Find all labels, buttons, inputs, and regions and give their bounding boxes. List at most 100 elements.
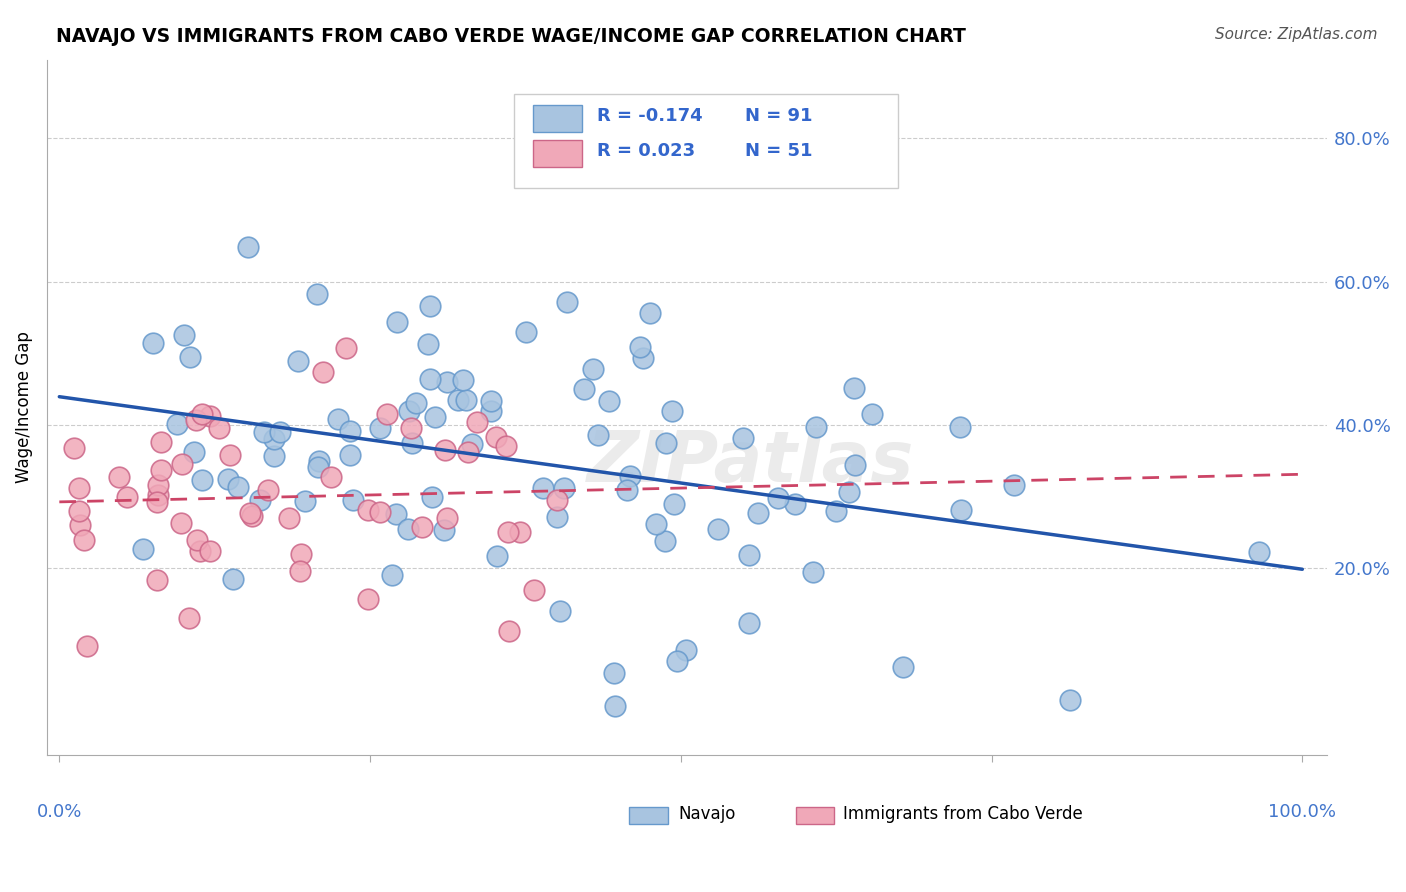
Point (603, 665, 626, 680)
Point (675, 643, 697, 657)
Point (375, 407, 398, 421)
Point (707, 522, 730, 536)
Point (186, 533, 208, 548)
Point (384, 507, 406, 521)
Point (399, 421, 422, 435)
Point (1249, 544, 1271, 558)
Point (312, 365, 335, 379)
Point (456, 393, 478, 408)
Point (420, 490, 443, 504)
Point (146, 478, 169, 492)
Point (190, 473, 212, 487)
Point (619, 468, 641, 483)
Point (263, 450, 285, 464)
Point (218, 472, 240, 486)
Point (290, 548, 312, 562)
Point (188, 544, 211, 558)
Point (783, 497, 806, 511)
Text: R = -0.174: R = -0.174 (598, 107, 703, 125)
Point (738, 616, 761, 631)
Point (308, 454, 330, 468)
Point (269, 425, 291, 440)
Point (860, 407, 883, 421)
Point (221, 572, 243, 586)
Text: N = 91: N = 91 (745, 107, 813, 125)
Point (339, 448, 361, 462)
Point (546, 493, 568, 508)
Text: 0.0%: 0.0% (37, 804, 82, 822)
Point (319, 469, 342, 483)
Point (665, 654, 688, 668)
FancyBboxPatch shape (533, 140, 582, 167)
Point (307, 287, 329, 301)
Point (253, 425, 276, 439)
Point (368, 504, 391, 518)
Point (586, 427, 609, 442)
Text: ZIPatlas: ZIPatlas (588, 428, 915, 498)
Point (145, 494, 167, 508)
Point (357, 503, 380, 517)
Point (603, 699, 626, 714)
Point (76, 639, 98, 653)
Point (200, 409, 222, 423)
Point (249, 493, 271, 508)
Point (495, 439, 517, 453)
Text: Navajo: Navajo (678, 805, 735, 823)
Point (548, 604, 571, 618)
Point (498, 624, 520, 639)
Point (146, 573, 169, 587)
Point (405, 396, 427, 410)
Point (825, 504, 848, 518)
Point (949, 419, 972, 434)
Point (479, 404, 502, 418)
Point (307, 460, 329, 475)
Point (69, 517, 91, 532)
Point (804, 420, 827, 434)
Text: 100.0%: 100.0% (1268, 804, 1336, 822)
Point (335, 341, 357, 355)
Point (465, 415, 488, 429)
Point (436, 376, 458, 390)
Point (357, 592, 380, 607)
Point (485, 549, 508, 563)
Point (891, 660, 914, 674)
Point (523, 583, 546, 598)
Point (801, 566, 824, 580)
Point (638, 306, 661, 320)
Point (150, 434, 173, 449)
Point (654, 533, 676, 548)
Point (170, 516, 193, 530)
Point (747, 506, 769, 520)
Point (631, 351, 654, 366)
Point (419, 299, 441, 313)
Point (256, 483, 278, 497)
Point (461, 436, 484, 450)
Point (842, 380, 865, 394)
Text: R = 0.023: R = 0.023 (598, 142, 696, 160)
Point (616, 483, 638, 497)
Point (219, 448, 242, 462)
Point (546, 509, 568, 524)
Point (63, 441, 86, 455)
Point (436, 511, 458, 525)
Point (662, 497, 685, 511)
FancyBboxPatch shape (630, 807, 668, 824)
Point (142, 336, 165, 351)
Point (738, 548, 761, 562)
Point (339, 425, 361, 439)
Point (418, 336, 440, 351)
Point (183, 445, 205, 459)
Point (949, 502, 972, 516)
Point (1059, 692, 1081, 706)
Point (288, 564, 311, 578)
Point (553, 481, 575, 495)
FancyBboxPatch shape (533, 105, 582, 132)
Point (434, 442, 457, 457)
Point (263, 432, 285, 446)
FancyBboxPatch shape (796, 807, 834, 824)
Point (170, 457, 193, 471)
Point (179, 350, 201, 364)
Point (481, 393, 503, 408)
Point (509, 524, 531, 539)
Point (287, 354, 309, 368)
